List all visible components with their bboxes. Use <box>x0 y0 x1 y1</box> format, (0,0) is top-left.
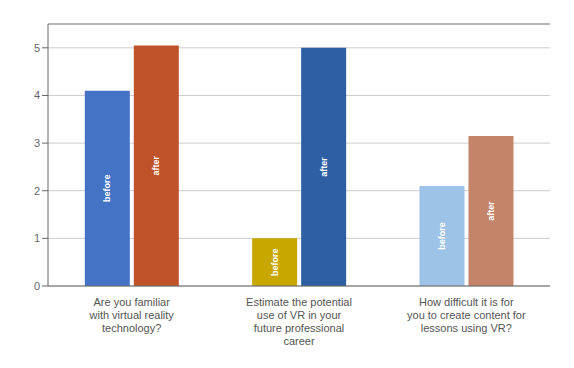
svg-text:0: 0 <box>34 280 40 292</box>
svg-text:Estimate the potentialuse of V: Estimate the potentialuse of VR in yourf… <box>246 296 352 347</box>
svg-text:3: 3 <box>34 137 40 149</box>
svg-text:Are you familiarwith virtual r: Are you familiarwith virtual realitytech… <box>88 296 174 334</box>
svg-text:1: 1 <box>34 232 40 244</box>
svg-text:2: 2 <box>34 185 40 197</box>
svg-text:after: after <box>151 155 161 175</box>
svg-text:before: before <box>437 222 447 250</box>
svg-text:before: before <box>102 175 112 203</box>
svg-text:after: after <box>486 201 496 221</box>
svg-text:4: 4 <box>34 89 40 101</box>
svg-text:How difficult it is foryou to: How difficult it is foryou to create con… <box>407 296 526 334</box>
svg-text:after: after <box>319 157 329 177</box>
svg-text:5: 5 <box>34 42 40 54</box>
svg-text:before: before <box>270 248 280 276</box>
